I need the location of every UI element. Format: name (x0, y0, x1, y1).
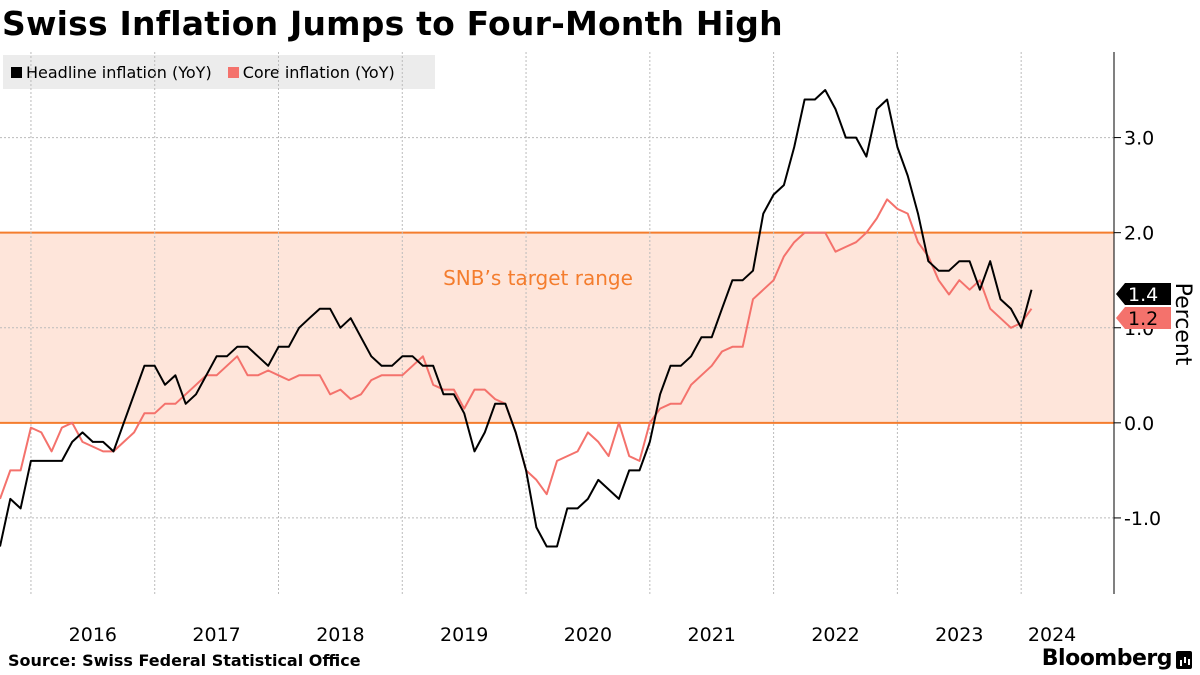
target-range-label: SNB’s target range (443, 266, 633, 290)
x-tick-label: 2017 (192, 624, 240, 646)
headline-end-label: 1.4 (1128, 284, 1158, 306)
legend-swatch-core (227, 66, 239, 78)
y-tick-label: 3.0 (1124, 128, 1154, 150)
legend: Headline inflation (YoY) Core inflation … (3, 55, 435, 89)
y-tick-label: 0.0 (1124, 413, 1154, 435)
x-tick-label: 2019 (440, 624, 488, 646)
legend-label-headline: Headline inflation (YoY) (26, 62, 212, 82)
x-tick-label: 2024 (1028, 624, 1076, 646)
y-axis-title: Percent (1170, 283, 1195, 366)
x-tick-label: 2020 (564, 624, 612, 646)
legend-label-core: Core inflation (YoY) (242, 62, 395, 82)
core-end-label: 1.2 (1128, 308, 1158, 330)
bloomberg-terminal-icon (1176, 651, 1192, 669)
y-tick-label: -1.0 (1124, 508, 1161, 530)
chart-title: Swiss Inflation Jumps to Four-Month High (2, 4, 783, 43)
core-end-label-bg (1116, 307, 1171, 329)
y-tick-label: 2.0 (1124, 223, 1154, 245)
x-tick-label: 2023 (935, 624, 983, 646)
legend-item-headline[interactable]: Headline inflation (YoY) (11, 63, 212, 82)
x-tick-label: 2016 (69, 624, 117, 646)
source-note: Source: Swiss Federal Statistical Office (8, 651, 361, 670)
x-tick-label: 2018 (316, 624, 364, 646)
x-tick-label: 2022 (811, 624, 859, 646)
legend-swatch-headline (11, 66, 22, 78)
axis-layer: 3.02.01.00.0-1.0201620172018201920202021… (69, 52, 1195, 646)
brand-logo: Bloomberg (1041, 646, 1173, 671)
headline-end-label-bg (1116, 283, 1171, 305)
headline-inflation-line (0, 89, 1033, 548)
label-layer: SNB’s target range 1.41.2 (443, 266, 1171, 330)
legend-item-core[interactable]: Core inflation (YoY) (227, 62, 395, 82)
x-tick-label: 2021 (688, 624, 736, 646)
series-layer (0, 89, 1033, 548)
grid-layer (0, 52, 1114, 594)
